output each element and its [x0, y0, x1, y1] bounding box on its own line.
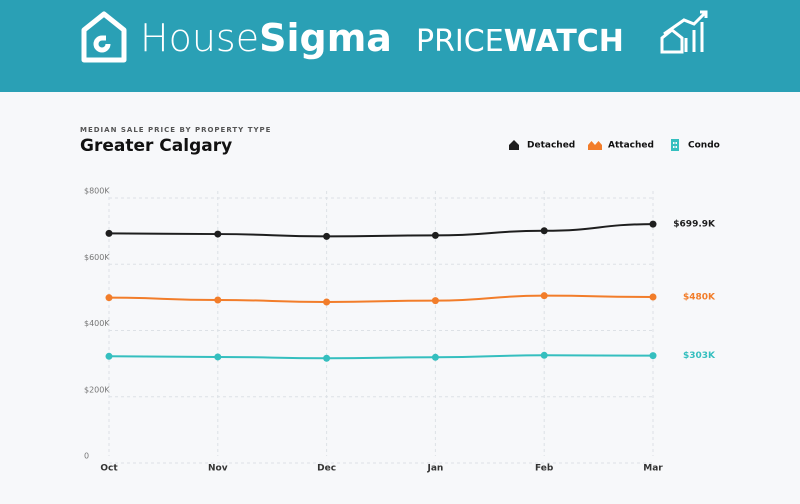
y-tick-label: $600K [84, 253, 110, 262]
x-tick-label: Jan [426, 464, 443, 474]
y-tick-label: 0 [84, 452, 89, 461]
value-label: $699.9K [673, 220, 716, 230]
series-line [108, 294, 654, 303]
data-point [323, 354, 331, 362]
data-point [431, 353, 439, 361]
y-tick-label: $800K [84, 187, 110, 196]
x-tick-label: Oct [100, 464, 118, 474]
header-bar [0, 0, 800, 92]
series-line [108, 354, 654, 360]
data-point [105, 352, 113, 360]
product-icon [660, 10, 708, 54]
product-bold: WATCH [504, 24, 624, 59]
legend-icon [509, 140, 519, 150]
legend-item: Detached [509, 140, 575, 151]
x-tick-label: Dec [317, 464, 336, 474]
data-point [540, 351, 548, 359]
legend-label: Attached [608, 141, 654, 151]
brand-bold: Sigma [259, 16, 392, 60]
data-point [540, 227, 548, 235]
y-tick-label: $400K [84, 319, 110, 328]
chart-title: Greater Calgary [80, 136, 232, 156]
data-point [649, 352, 657, 360]
data-point [214, 353, 222, 361]
legend-label: Detached [527, 141, 575, 151]
data-point [431, 231, 439, 239]
value-label: $480K [683, 293, 716, 303]
legend-item: Condo [671, 139, 720, 151]
chart-subtitle: MEDIAN SALE PRICE BY PROPERTY TYPE [80, 126, 271, 134]
y-tick-label: $200K [84, 385, 110, 394]
legend-item: Attached [588, 141, 654, 151]
x-tick-label: Nov [208, 464, 228, 474]
brand-logo [81, 11, 127, 63]
x-tick-label: Feb [535, 464, 554, 474]
data-point [540, 292, 548, 300]
legend-label: Condo [688, 141, 720, 151]
legend-icon [588, 141, 602, 150]
series-line [108, 223, 654, 238]
data-point [105, 229, 113, 237]
data-point [323, 298, 331, 306]
product-name: PRICEWATCH [416, 24, 624, 59]
legend-icon [671, 139, 679, 151]
brand-light: House [140, 16, 259, 60]
product-light: PRICE [416, 24, 504, 59]
data-point [214, 230, 222, 238]
data-point [431, 297, 439, 305]
data-point [323, 232, 331, 240]
data-point [105, 294, 113, 302]
data-point [649, 293, 657, 301]
brand-name: HouseSigma [140, 16, 392, 60]
value-label: $303K [683, 351, 716, 361]
x-tick-label: Mar [643, 464, 663, 474]
data-point [649, 220, 657, 228]
data-point [214, 296, 222, 304]
